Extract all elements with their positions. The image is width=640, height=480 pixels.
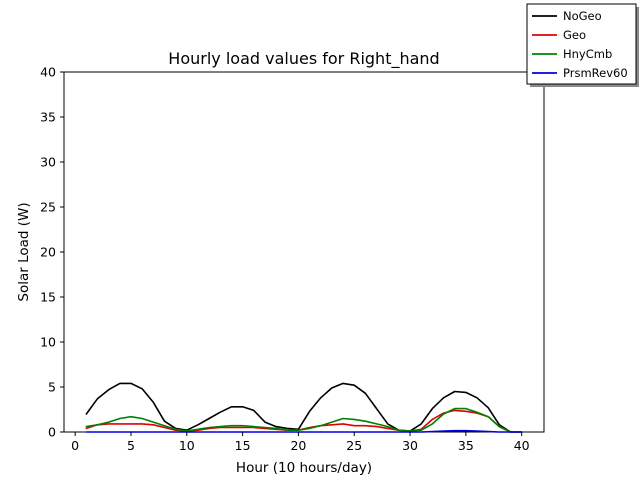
- ticks-layer: 0 5 10 15 20 25 30 35 40 0 5 10 15 20 25 30 35 40: [40, 65, 530, 454]
- legend: NoGeo Geo HnyCmb PrsmRev60: [526, 3, 639, 87]
- series-layer: [85, 382, 523, 433]
- x-tick-label: 10: [179, 438, 195, 453]
- series-line-hnycmb: [85, 407, 523, 433]
- y-tick-label: 0: [48, 425, 56, 440]
- y-tick-label: 10: [40, 335, 56, 350]
- x-tick-label: 40: [514, 438, 530, 453]
- legend-box: [526, 3, 637, 85]
- x-tick-label: 15: [235, 438, 251, 453]
- x-tick-label: 35: [458, 438, 474, 453]
- legend-label: PrsmRev60: [563, 66, 628, 80]
- x-tick-label: 20: [290, 438, 306, 453]
- axes-frame: [63, 71, 545, 433]
- series-line-prsmrev60: [85, 429, 523, 433]
- x-tick-label: 25: [346, 438, 362, 453]
- y-tick-label: 35: [40, 110, 56, 125]
- y-axis-label: Solar Load (W): [16, 202, 32, 301]
- y-tick-label: 40: [40, 65, 56, 80]
- y-tick-label: 20: [40, 245, 56, 260]
- y-tick-label: 30: [40, 155, 56, 170]
- x-tick-label: 5: [127, 438, 135, 453]
- legend-label: NoGeo: [563, 9, 602, 23]
- legend-label: Geo: [563, 28, 586, 42]
- legend-label: HnyCmb: [563, 47, 612, 61]
- y-tick-label: 15: [40, 290, 56, 305]
- plot-area: [63, 71, 545, 433]
- chart-title: Hourly load values for Right_hand: [168, 49, 439, 69]
- y-tick-label: 25: [40, 200, 56, 215]
- x-axis-label: Hour (10 hours/day): [236, 460, 372, 476]
- y-tick-label: 5: [48, 380, 56, 395]
- x-tick-label: 0: [71, 438, 79, 453]
- series-line-nogeo: [85, 382, 523, 433]
- x-tick-label: 30: [402, 438, 418, 453]
